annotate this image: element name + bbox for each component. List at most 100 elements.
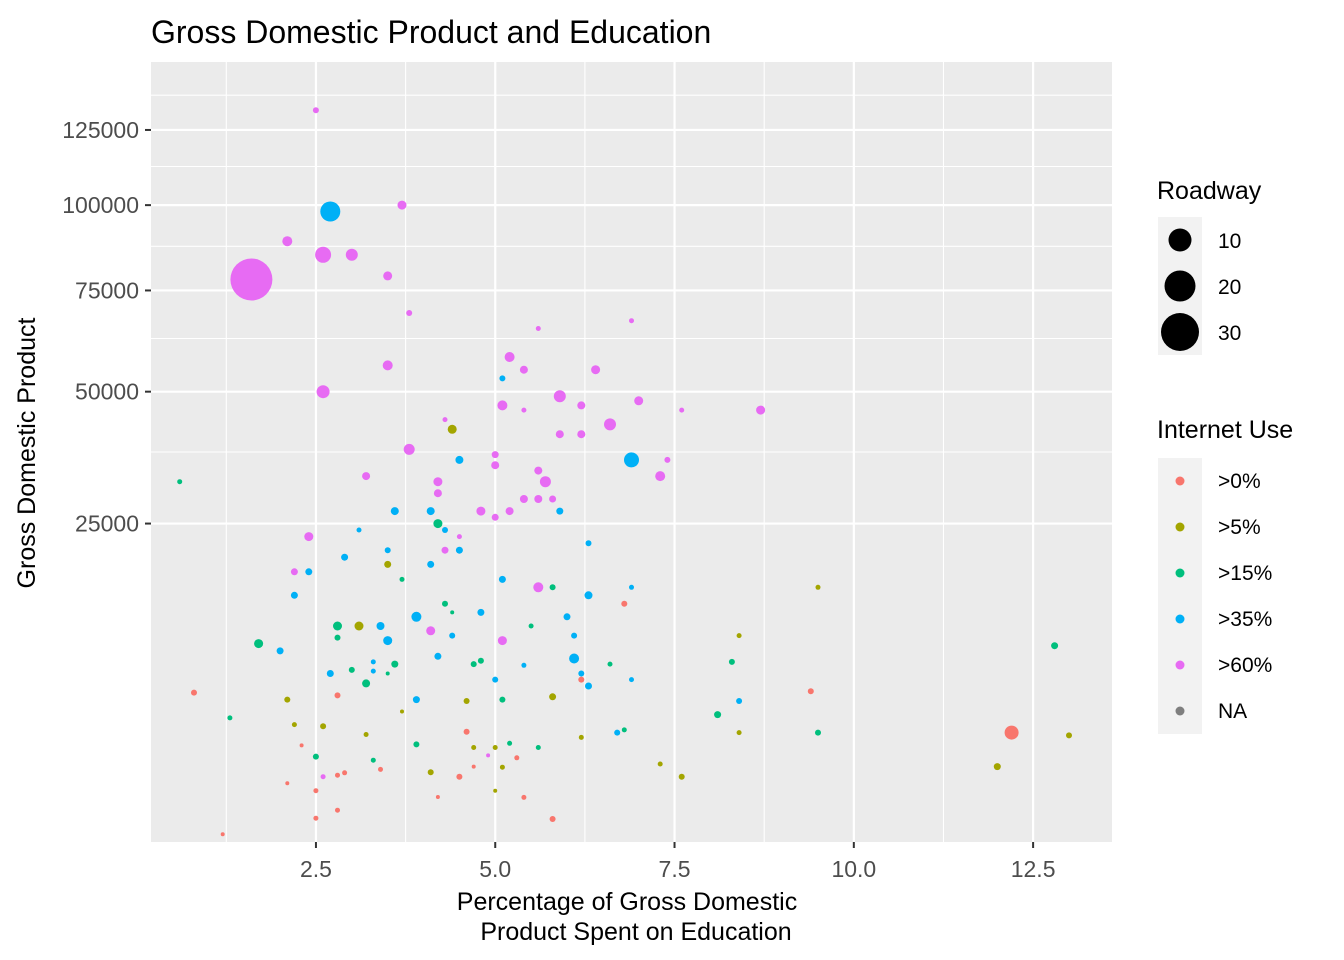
data-point bbox=[312, 107, 319, 114]
data-point bbox=[499, 764, 505, 770]
data-point bbox=[427, 769, 434, 776]
data-point bbox=[571, 632, 578, 639]
data-point bbox=[442, 600, 448, 607]
data-point bbox=[497, 636, 507, 646]
data-point bbox=[313, 815, 319, 821]
size-legend-title: Roadway bbox=[1157, 177, 1262, 205]
data-point bbox=[304, 532, 314, 542]
data-point bbox=[276, 647, 284, 655]
data-point bbox=[728, 658, 735, 665]
data-point bbox=[442, 417, 448, 423]
data-point bbox=[534, 466, 543, 475]
data-point bbox=[505, 507, 514, 516]
data-point bbox=[320, 774, 326, 780]
data-point bbox=[714, 711, 722, 719]
data-point bbox=[254, 639, 264, 649]
data-point bbox=[282, 236, 293, 247]
data-point bbox=[384, 547, 391, 554]
data-point bbox=[533, 582, 544, 593]
x-tick-label: 10.0 bbox=[831, 856, 876, 882]
data-point bbox=[521, 662, 527, 668]
data-point bbox=[604, 418, 616, 431]
data-point bbox=[539, 476, 551, 488]
data-point bbox=[291, 722, 297, 728]
color-legend-label: >15% bbox=[1218, 562, 1272, 585]
data-point bbox=[528, 623, 534, 629]
data-point bbox=[815, 584, 821, 590]
data-point bbox=[390, 507, 399, 516]
data-point bbox=[553, 390, 566, 403]
data-point bbox=[678, 773, 685, 780]
data-point bbox=[486, 753, 491, 758]
data-point bbox=[463, 728, 470, 735]
data-point bbox=[664, 456, 671, 463]
data-point bbox=[376, 622, 385, 630]
data-point bbox=[521, 407, 527, 413]
data-point bbox=[326, 670, 334, 677]
data-point bbox=[316, 385, 330, 399]
data-point bbox=[356, 527, 362, 533]
data-point bbox=[569, 653, 580, 664]
data-point bbox=[383, 271, 393, 281]
data-point bbox=[442, 527, 448, 533]
data-point bbox=[470, 661, 477, 668]
data-point bbox=[679, 407, 685, 413]
data-point bbox=[492, 745, 498, 750]
data-point bbox=[391, 660, 399, 668]
color-legend-title: Internet Use bbox=[1157, 416, 1293, 444]
data-point bbox=[220, 832, 225, 837]
data-point bbox=[578, 670, 585, 677]
data-point bbox=[629, 584, 634, 590]
data-point bbox=[577, 401, 586, 410]
data-point bbox=[456, 773, 463, 780]
data-point bbox=[736, 730, 742, 736]
data-point bbox=[736, 698, 743, 704]
data-point bbox=[535, 326, 541, 331]
data-point bbox=[492, 676, 499, 683]
data-point bbox=[1051, 642, 1059, 650]
data-point bbox=[499, 696, 506, 703]
data-point bbox=[585, 540, 592, 547]
data-point bbox=[449, 632, 456, 639]
data-point bbox=[335, 772, 340, 778]
data-point bbox=[370, 757, 376, 763]
data-point bbox=[578, 734, 584, 740]
data-point bbox=[362, 679, 371, 688]
data-point bbox=[378, 766, 383, 772]
size-legend-label: 20 bbox=[1218, 276, 1241, 299]
data-point bbox=[450, 610, 455, 615]
data-point bbox=[345, 248, 358, 261]
data-point bbox=[535, 745, 541, 750]
color-legend-symbol bbox=[1175, 476, 1185, 486]
data-point bbox=[342, 770, 348, 776]
data-point bbox=[507, 740, 513, 746]
data-point bbox=[333, 621, 342, 631]
data-point bbox=[655, 471, 666, 482]
data-point bbox=[363, 732, 369, 737]
data-point bbox=[549, 584, 556, 591]
size-legend-symbol bbox=[1168, 228, 1192, 252]
data-point bbox=[471, 764, 476, 769]
x-axis-ticks: 2.5 5.0 7.5 10.0 12.5 bbox=[300, 842, 1055, 882]
data-point bbox=[400, 709, 404, 714]
data-point bbox=[498, 575, 506, 583]
data-point bbox=[607, 661, 613, 667]
data-point bbox=[383, 636, 393, 646]
data-points bbox=[177, 107, 1072, 837]
data-point bbox=[305, 568, 313, 576]
data-point bbox=[435, 795, 440, 799]
size-legend-symbol bbox=[1164, 270, 1196, 302]
data-point bbox=[477, 657, 484, 664]
data-point bbox=[433, 519, 443, 529]
data-point bbox=[370, 668, 376, 674]
data-point bbox=[370, 659, 376, 665]
gridlines bbox=[151, 62, 1112, 842]
data-point bbox=[556, 507, 564, 515]
data-point bbox=[441, 546, 449, 554]
data-point bbox=[348, 666, 355, 673]
y-tick-label: 75000 bbox=[75, 277, 139, 303]
data-point bbox=[624, 452, 639, 468]
data-point bbox=[756, 405, 766, 415]
data-point bbox=[519, 495, 528, 503]
